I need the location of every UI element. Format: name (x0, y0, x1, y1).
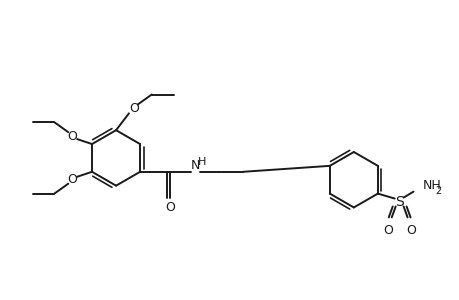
Text: O: O (164, 201, 174, 214)
Text: H: H (198, 157, 206, 167)
Text: N: N (190, 159, 200, 172)
Text: O: O (129, 102, 139, 115)
Text: O: O (67, 173, 77, 186)
Text: O: O (67, 130, 77, 142)
Text: NH: NH (421, 179, 440, 192)
Text: 2: 2 (434, 186, 441, 196)
Text: S: S (394, 194, 403, 208)
Text: O: O (406, 224, 415, 237)
Text: O: O (382, 224, 392, 237)
